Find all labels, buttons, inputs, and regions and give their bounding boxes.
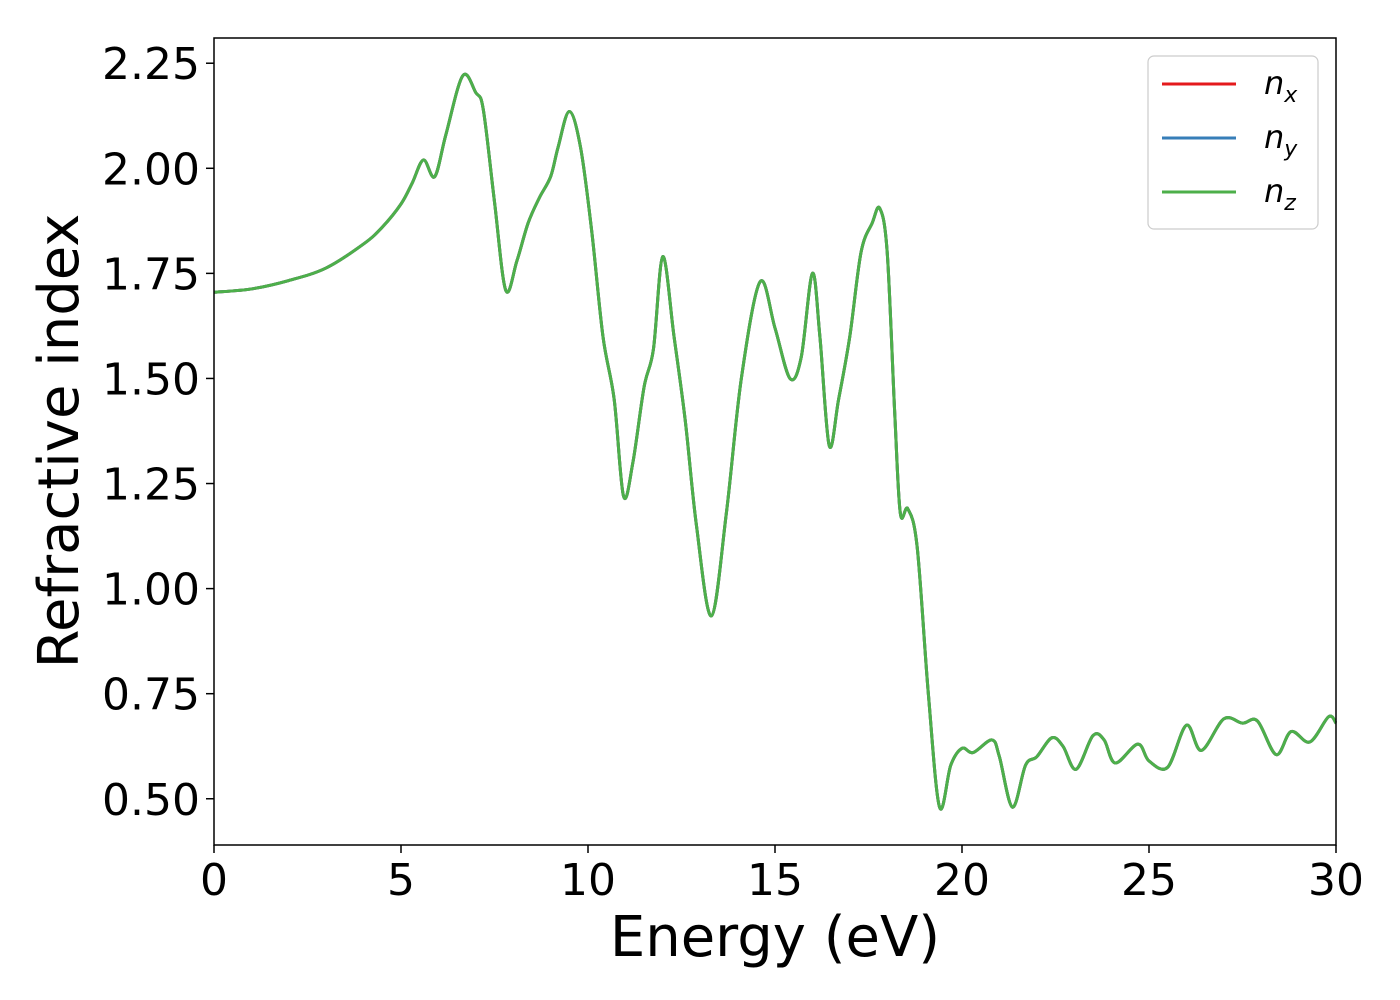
y-tick-label: 0.75 (102, 670, 200, 721)
x-axis-title: Energy (eV) (610, 905, 940, 970)
y-tick-label: 0.50 (102, 775, 200, 826)
legend-box (1147, 55, 1319, 230)
x-tick-label: 15 (747, 855, 803, 906)
x-tick-label: 20 (934, 855, 990, 906)
y-tick-label: 2.00 (102, 144, 200, 195)
y-tick-label: 2.25 (102, 39, 200, 90)
x-tick-label: 0 (200, 855, 228, 906)
y-tick-label: 1.75 (102, 249, 200, 300)
x-tick-label: 30 (1308, 855, 1364, 906)
y-tick-label: 1.25 (102, 460, 200, 511)
y-axis-title: Refractive index (27, 214, 92, 669)
y-tick-label: 1.00 (102, 565, 200, 616)
x-tick-label: 5 (387, 855, 415, 906)
series-line-n-z (213, 72, 1338, 811)
plot-area (213, 72, 1338, 811)
y-axis: 0.50 0.75 1.00 1.25 1.50 1.75 2.00 2.25 (102, 39, 214, 826)
y-tick-label: 1.50 (102, 354, 200, 405)
x-tick-label: 25 (1121, 855, 1177, 906)
x-tick-label: 10 (560, 855, 616, 906)
x-axis: 0 5 10 15 20 25 30 (200, 845, 1364, 906)
